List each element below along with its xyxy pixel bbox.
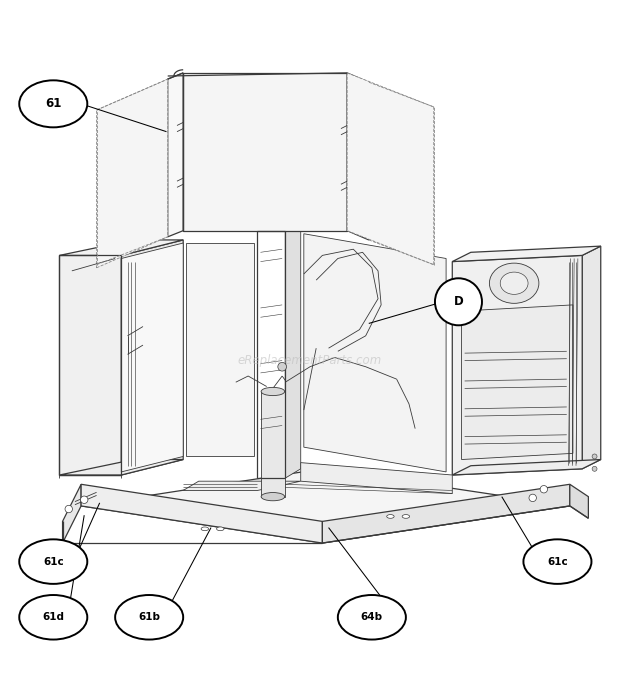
- Polygon shape: [186, 243, 254, 456]
- Ellipse shape: [261, 492, 285, 501]
- Polygon shape: [285, 222, 301, 478]
- Polygon shape: [60, 255, 122, 475]
- Text: 61: 61: [45, 97, 61, 110]
- Polygon shape: [122, 240, 183, 475]
- Polygon shape: [60, 460, 183, 475]
- Text: 61d: 61d: [42, 612, 64, 622]
- Polygon shape: [452, 255, 582, 475]
- Polygon shape: [261, 391, 285, 497]
- Polygon shape: [81, 469, 570, 543]
- Polygon shape: [304, 234, 446, 472]
- Polygon shape: [183, 73, 347, 231]
- Ellipse shape: [435, 278, 482, 326]
- Polygon shape: [322, 484, 570, 543]
- Circle shape: [65, 505, 73, 513]
- Ellipse shape: [500, 272, 528, 294]
- Polygon shape: [168, 73, 183, 237]
- Polygon shape: [347, 73, 434, 265]
- Circle shape: [540, 486, 547, 493]
- Polygon shape: [582, 246, 601, 469]
- Ellipse shape: [216, 527, 224, 531]
- Polygon shape: [257, 222, 301, 231]
- Circle shape: [592, 454, 597, 459]
- Ellipse shape: [489, 263, 539, 303]
- Text: eReplacementParts.com: eReplacementParts.com: [238, 354, 382, 367]
- Ellipse shape: [19, 595, 87, 640]
- Ellipse shape: [19, 540, 87, 584]
- Circle shape: [278, 363, 286, 371]
- Polygon shape: [301, 462, 452, 494]
- Polygon shape: [452, 460, 601, 475]
- Polygon shape: [63, 484, 81, 543]
- Polygon shape: [183, 481, 301, 490]
- Text: D: D: [454, 295, 463, 308]
- Polygon shape: [60, 240, 183, 255]
- Text: 61c: 61c: [547, 557, 568, 566]
- Circle shape: [592, 466, 597, 471]
- Text: 61b: 61b: [138, 612, 160, 622]
- Circle shape: [81, 496, 88, 503]
- Polygon shape: [97, 79, 168, 267]
- Polygon shape: [452, 246, 601, 261]
- Ellipse shape: [387, 514, 394, 518]
- Ellipse shape: [201, 527, 208, 531]
- Circle shape: [529, 494, 536, 501]
- Polygon shape: [81, 484, 322, 543]
- Ellipse shape: [115, 595, 183, 640]
- Polygon shape: [122, 243, 183, 472]
- Ellipse shape: [402, 514, 410, 518]
- Polygon shape: [570, 484, 588, 518]
- Polygon shape: [347, 73, 369, 240]
- Ellipse shape: [338, 595, 406, 640]
- Ellipse shape: [19, 80, 87, 127]
- Polygon shape: [461, 305, 573, 460]
- Ellipse shape: [261, 387, 285, 395]
- Text: 64b: 64b: [361, 612, 383, 622]
- Ellipse shape: [523, 540, 591, 584]
- Text: 61c: 61c: [43, 557, 64, 566]
